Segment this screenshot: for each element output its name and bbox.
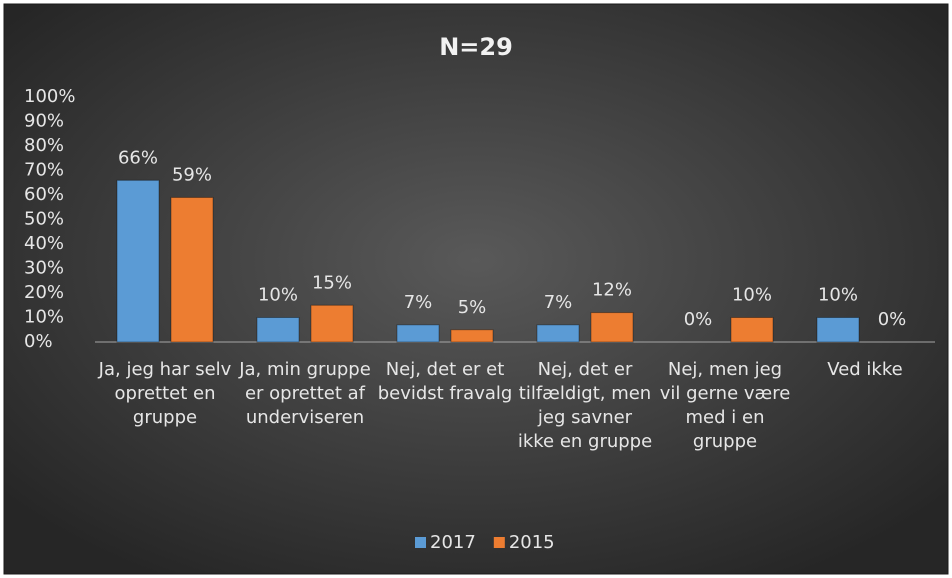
- bar: [590, 312, 634, 343]
- bar: [536, 324, 580, 343]
- bar: [450, 329, 494, 343]
- value-label: 12%: [592, 280, 632, 301]
- bar: [310, 304, 354, 343]
- value-label: 59%: [172, 164, 212, 185]
- y-tick-label: 70%: [24, 160, 64, 181]
- legend-swatch: [415, 537, 426, 548]
- y-tick-label: 90%: [24, 111, 64, 132]
- x-tick-label: Nej, men jeg vil gerne være med i en gru…: [659, 359, 791, 452]
- x-tick-label: Ja, jeg har selv oprettet en gruppe: [98, 359, 232, 428]
- legend-label: 2015: [509, 532, 555, 553]
- value-label: 10%: [732, 285, 772, 306]
- x-tick-label: Nej, det er et bevidst fravalg: [377, 359, 513, 404]
- legend-label: 2017: [430, 532, 476, 553]
- value-label: 7%: [544, 292, 573, 313]
- y-tick-label: 40%: [24, 233, 64, 254]
- x-tick-label: Ved ikke: [827, 359, 903, 380]
- legend-swatch: [493, 537, 505, 548]
- y-tick-label: 100%: [24, 86, 75, 107]
- value-label: 5%: [458, 297, 487, 318]
- bar: [256, 317, 300, 343]
- y-tick-label: 0%: [24, 331, 53, 352]
- value-label: 66%: [118, 147, 158, 168]
- y-tick-label: 20%: [24, 282, 64, 303]
- bar: [816, 317, 860, 343]
- bar: [116, 179, 160, 343]
- bar: [396, 324, 440, 343]
- value-label: 0%: [684, 309, 713, 330]
- y-tick-label: 60%: [24, 184, 64, 205]
- y-tick-label: 80%: [24, 135, 64, 156]
- y-tick-label: 30%: [24, 258, 64, 279]
- x-tick-label: Ja, min gruppe er oprettet af underviser…: [239, 359, 371, 428]
- y-tick-label: 50%: [24, 209, 64, 230]
- chart-background: [3, 3, 949, 575]
- value-label: 10%: [818, 285, 858, 306]
- bar: [730, 317, 774, 343]
- value-label: 0%: [878, 309, 907, 330]
- chart-title: N=29: [439, 33, 513, 61]
- x-tick-label: Nej, det er tilfældigt, men jeg savner i…: [517, 359, 653, 452]
- value-label: 7%: [404, 292, 433, 313]
- value-label: 10%: [258, 285, 298, 306]
- y-tick-label: 10%: [24, 307, 64, 328]
- value-label: 15%: [312, 272, 352, 293]
- bar: [170, 196, 214, 343]
